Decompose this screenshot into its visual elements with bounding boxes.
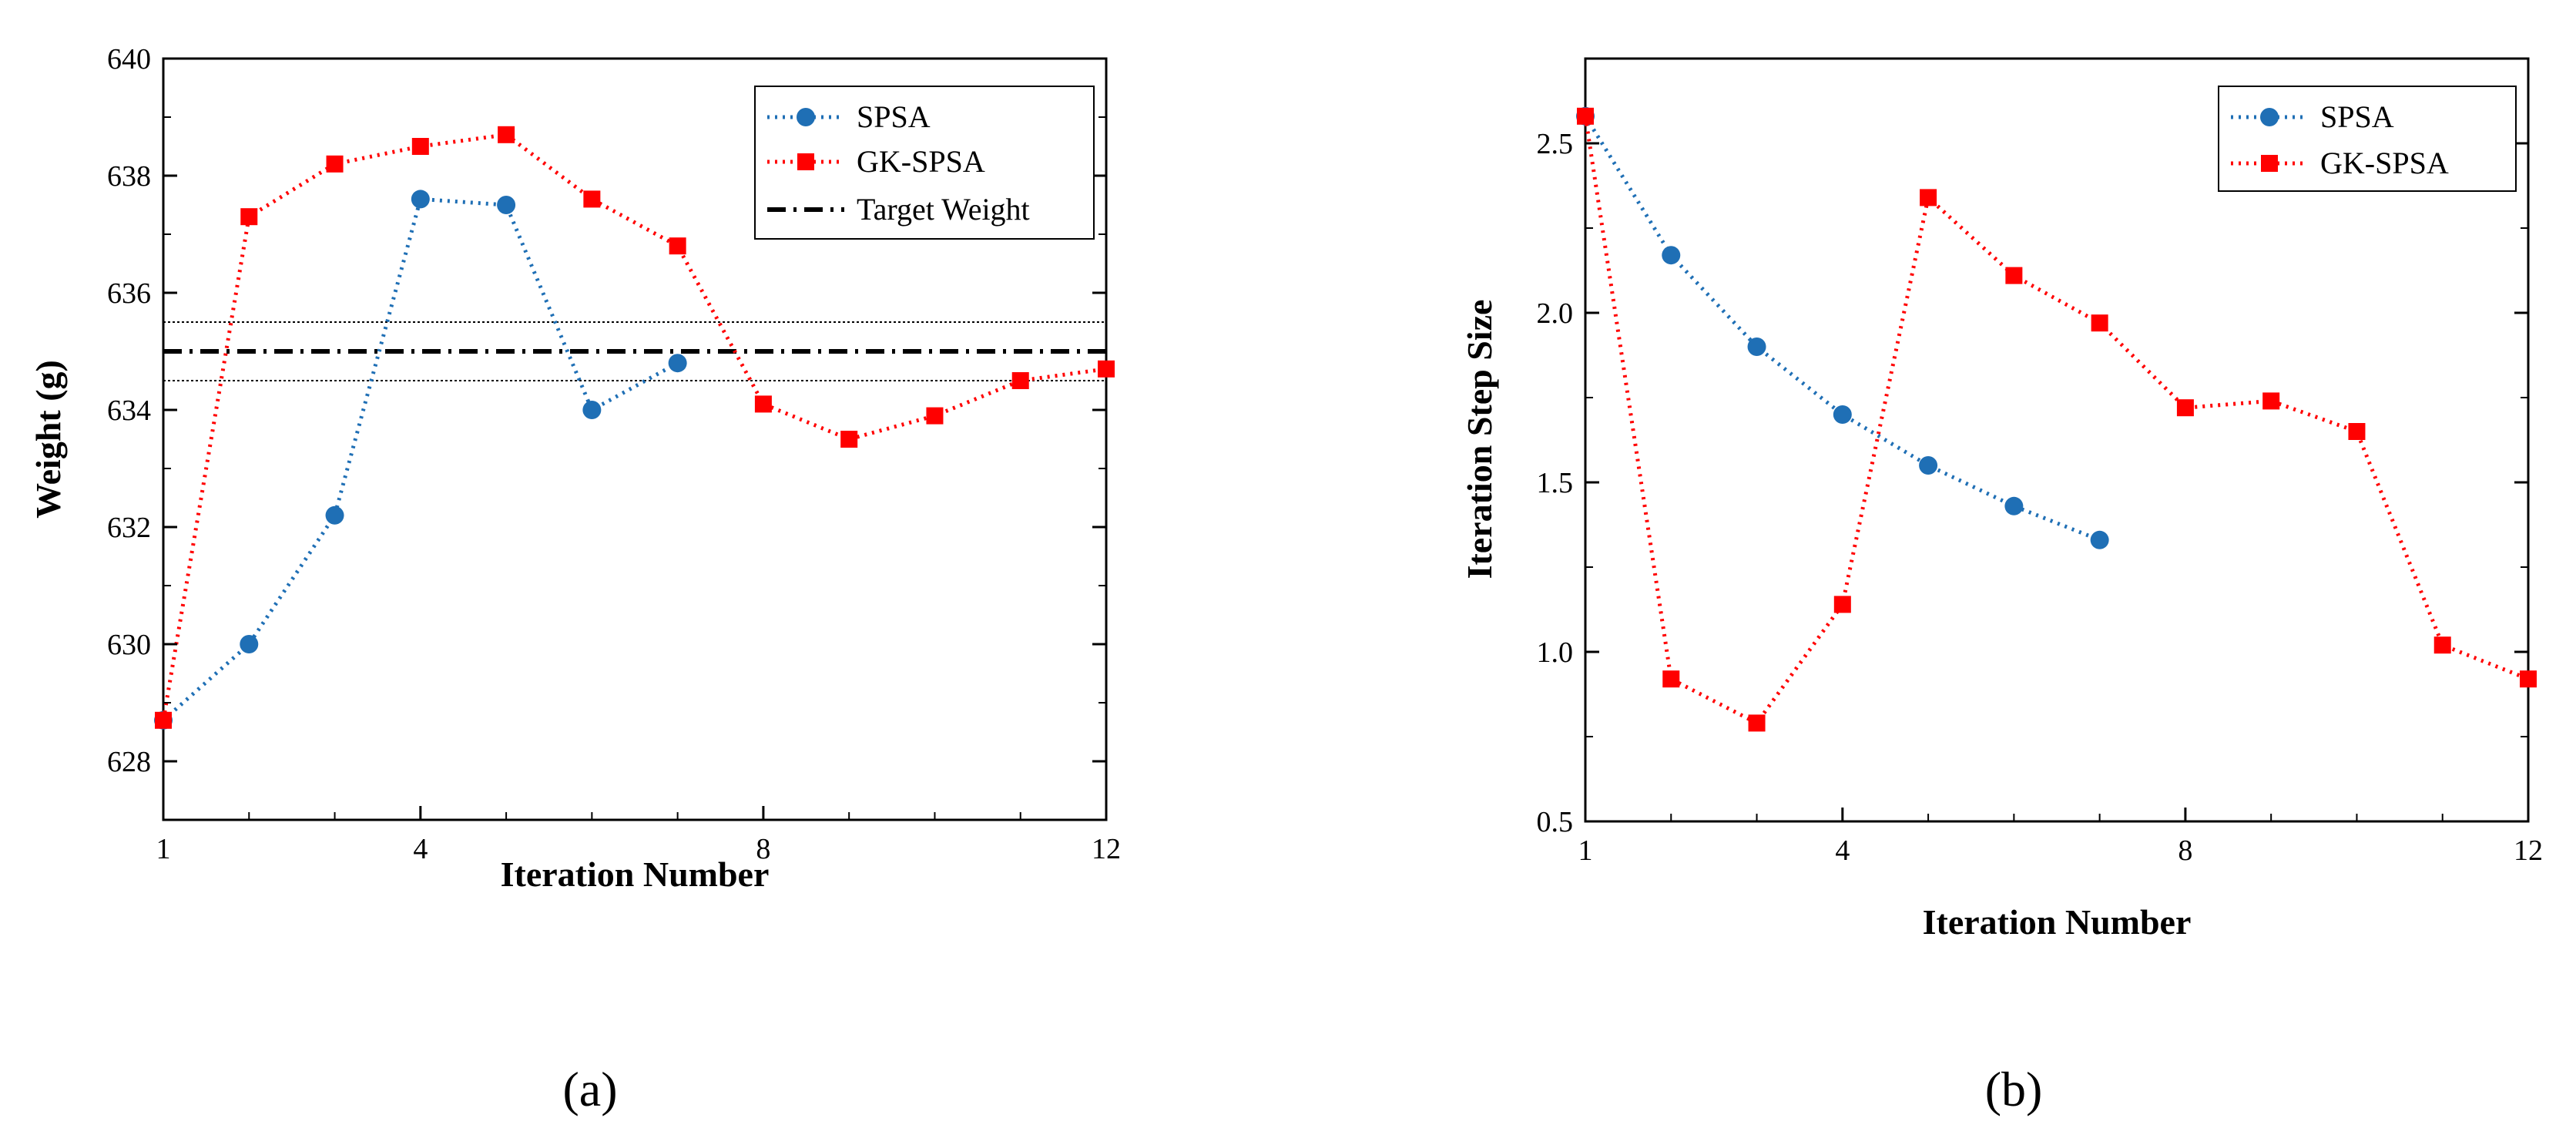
panel-b-chart: 1 4 8 12 0.5 1.0 1.5 2.0 2.5 Iteration Number It… [1460, 57, 2544, 1117]
panel-a-chart: 1 4 8 12 628 630 632 634 636 638 640 Iteration Num… [29, 43, 1121, 1117]
data-point [2433, 636, 2451, 654]
data-point [1662, 246, 1681, 265]
data-point [1662, 670, 1680, 688]
panel-a-x-axis-title: Iteration Number [501, 855, 770, 894]
y-tick-label: 628 [107, 746, 151, 778]
panel-b-plot-frame [1584, 57, 2530, 823]
y-tick-label: 1.0 [1537, 636, 1574, 669]
y-tick-label: 640 [107, 43, 151, 76]
panel-a-reference-lines [163, 321, 1106, 381]
data-point [2262, 392, 2280, 410]
panel-b-ticks: 1 4 8 12 0.5 1.0 1.5 2.0 2.5 [1537, 128, 2544, 867]
x-tick-label: 12 [1092, 833, 1121, 865]
panel-a-plot-frame [162, 57, 1108, 821]
x-tick-label: 1 [1578, 834, 1593, 867]
data-point [2005, 267, 2023, 284]
data-point [497, 196, 516, 214]
data-point [1577, 107, 1594, 125]
panel-b-y-axis-title: Iteration Step Size [1460, 300, 1499, 579]
legend-b-gkspsa-label: GK-SPSA [2320, 146, 2449, 180]
x-tick-label: 12 [2514, 834, 2543, 867]
data-point [411, 138, 429, 155]
data-point [498, 126, 515, 143]
legend-b-spsa-marker [2260, 108, 2279, 126]
data-point [2004, 496, 2024, 515]
x-tick-label: 8 [2178, 834, 2192, 867]
data-point [754, 395, 772, 413]
data-point [155, 711, 172, 729]
data-point [2176, 399, 2194, 417]
series-line [1583, 115, 2101, 542]
y-tick-label: 632 [107, 512, 151, 544]
data-point [240, 208, 258, 226]
series-line [161, 133, 1107, 721]
data-point [2348, 423, 2366, 440]
data-point [2520, 670, 2537, 688]
data-point [583, 190, 601, 208]
data-point [326, 155, 344, 173]
data-point [325, 505, 344, 525]
panel-b-series [1576, 106, 2537, 732]
y-tick-label: 1.5 [1537, 467, 1574, 499]
y-tick-label: 2.5 [1537, 128, 1574, 160]
x-tick-label: 4 [413, 833, 428, 865]
panel-a-caption: (a) [562, 1062, 617, 1117]
data-point [840, 431, 858, 448]
y-tick-label: 0.5 [1537, 806, 1574, 838]
legend-b-gkspsa-marker [2261, 155, 2278, 172]
data-point [411, 190, 430, 209]
data-point [926, 407, 944, 425]
y-tick-label: 630 [107, 629, 151, 661]
legend-a-spsa-label: SPSA [857, 99, 931, 134]
panel-b-x-axis-title: Iteration Number [1923, 902, 2192, 942]
data-point [1011, 372, 1029, 389]
data-point [1747, 337, 1766, 356]
y-tick-label: 638 [107, 160, 151, 193]
legend-a-spsa-marker [797, 108, 815, 126]
data-point [1919, 456, 1938, 475]
x-tick-label: 4 [1835, 834, 1850, 867]
data-point [1920, 189, 1937, 207]
data-point [2091, 314, 2108, 332]
panel-a-series [154, 126, 1115, 730]
x-tick-label: 1 [156, 833, 171, 865]
panel-b-legend-box [2218, 86, 2517, 192]
legend-b-spsa-label: SPSA [2320, 99, 2394, 134]
legend-a-gkspsa-label: GK-SPSA [857, 144, 985, 179]
data-point [2090, 530, 2109, 549]
data-point [240, 635, 259, 653]
legend-a-target-label: Target Weight [857, 192, 1030, 227]
data-point [669, 237, 686, 255]
panel-a-ticks: 1 4 8 12 628 630 632 634 636 638 640 [107, 43, 1121, 865]
panel-b-caption: (b) [1985, 1062, 2043, 1117]
panel-a-y-axis-title: Weight (g) [29, 360, 68, 519]
data-point [1833, 405, 1852, 424]
data-point [582, 401, 602, 419]
x-tick-label: 8 [756, 833, 770, 865]
data-point [1833, 596, 1851, 613]
y-tick-label: 636 [107, 277, 151, 310]
y-tick-label: 2.0 [1537, 297, 1574, 330]
y-tick-label: 634 [107, 395, 151, 427]
panel-a-legend: SPSA GK-SPSA Target Weight [754, 86, 1095, 240]
data-point [1748, 714, 1766, 732]
data-point [1098, 360, 1115, 378]
series-line [1583, 116, 2529, 726]
panel-b-legend: SPSA GK-SPSA [2218, 86, 2517, 192]
legend-a-gkspsa-marker [797, 153, 814, 170]
data-point [668, 354, 687, 373]
